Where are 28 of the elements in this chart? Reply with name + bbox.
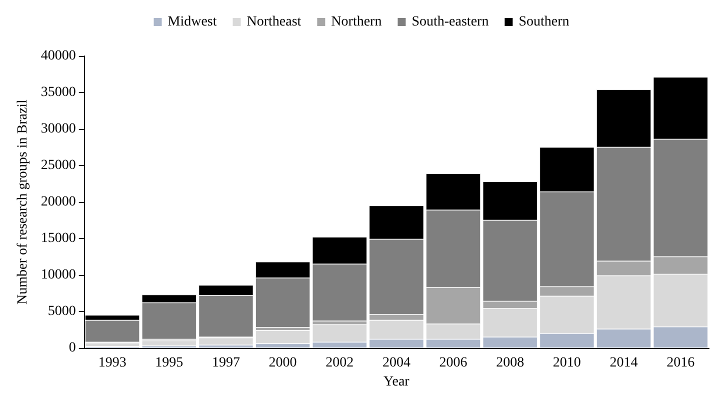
x-tick-label: 2014 (610, 356, 638, 370)
x-tick-label: 2006 (439, 356, 468, 370)
x-axis-title: Year (384, 374, 410, 390)
x-tick-label: 1995 (155, 356, 184, 370)
y-tick-label: 35000 (40, 85, 76, 100)
x-tick-label: 2004 (382, 356, 410, 370)
y-tick-label: 30000 (40, 122, 76, 136)
x-tick-label: 2000 (268, 356, 297, 370)
legend-label: South-eastern (412, 14, 489, 30)
legend-label: Southern (518, 14, 570, 30)
y-tick-label: 0 (68, 340, 76, 356)
legend-label: Northern (331, 14, 382, 30)
x-tick-label: 1993 (98, 356, 126, 370)
y-tick-label: 20000 (40, 194, 76, 210)
y-tick-label: 5000 (48, 304, 76, 319)
legend-label: Northeast (246, 14, 302, 30)
y-tick-label: 40000 (40, 48, 76, 64)
x-tick-label: 2010 (552, 356, 581, 370)
x-tick-label: 2002 (326, 356, 354, 370)
y-tick-label: 15000 (40, 231, 76, 246)
x-tick-label: 2008 (496, 356, 524, 370)
y-axis-title: Number of research groups in Brazil (16, 99, 30, 304)
bar (256, 330, 310, 344)
y-tick-label: 10000 (40, 268, 76, 282)
x-tick-label: 1997 (212, 356, 240, 370)
x-tick-label: 2016 (666, 356, 695, 370)
legend-label: Midwest (168, 14, 217, 30)
y-tick-label: 25000 (40, 158, 76, 173)
